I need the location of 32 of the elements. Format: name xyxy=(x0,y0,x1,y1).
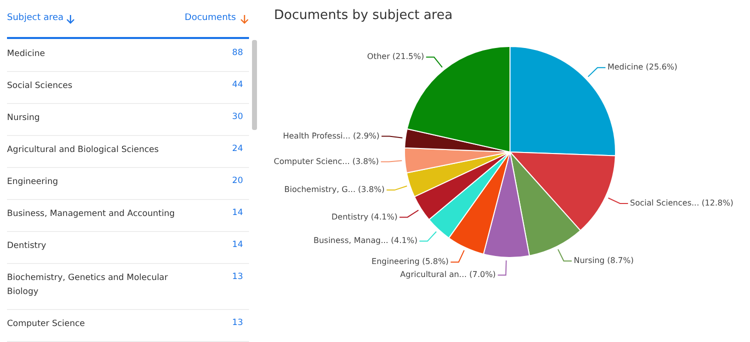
slice-label: Computer Scienc... (3.8%) xyxy=(274,156,379,166)
category-label: Agricultural and Biological Sciences xyxy=(7,144,160,157)
category-label: Medicine xyxy=(7,48,46,61)
slice-label: Business, Manag... (4.1%) xyxy=(313,236,418,246)
slice-label: Other (21.5%) xyxy=(367,52,424,62)
data-label: 14 xyxy=(232,208,243,218)
slice-label: Nursing (8.7%) xyxy=(574,256,634,266)
data-label: 24 xyxy=(232,144,243,154)
category-label: Business, Management and Accounting xyxy=(7,208,176,221)
data-label: 20 xyxy=(232,176,243,186)
data-label: 13 xyxy=(232,318,243,328)
text: Subject area xyxy=(7,13,64,23)
slice-label: Agricultural an... (7.0%) xyxy=(400,270,496,280)
slice-label: Dentistry (4.1%) xyxy=(332,212,398,222)
slice-label: Medicine (25.6%) xyxy=(607,62,678,72)
slice-label: Social Sciences... (12.8%) xyxy=(630,198,734,208)
data-label: 14 xyxy=(232,240,243,250)
data-label: 30 xyxy=(232,112,243,122)
slice-label: Engineering (5.8%) xyxy=(372,257,449,266)
category-label: Social Sciences xyxy=(7,80,74,93)
category-label: Computer Science xyxy=(7,318,86,331)
slice-label: Biochemistry, G... (3.8%) xyxy=(284,185,385,194)
category-label: Nursing xyxy=(7,112,41,125)
data-label: 13 xyxy=(232,272,243,282)
category-label: Engineering xyxy=(7,176,59,189)
category-label: Biochemistry, Genetics and Molecular Biology xyxy=(7,272,169,299)
data-label: 88 xyxy=(232,48,243,58)
category-label: Dentistry xyxy=(7,240,48,253)
slice-label: Health Professi... (2.9%) xyxy=(282,131,380,140)
data-label: 44 xyxy=(232,80,243,90)
chart-title: Documents by subject area xyxy=(274,8,453,23)
text: Documents xyxy=(184,13,236,23)
